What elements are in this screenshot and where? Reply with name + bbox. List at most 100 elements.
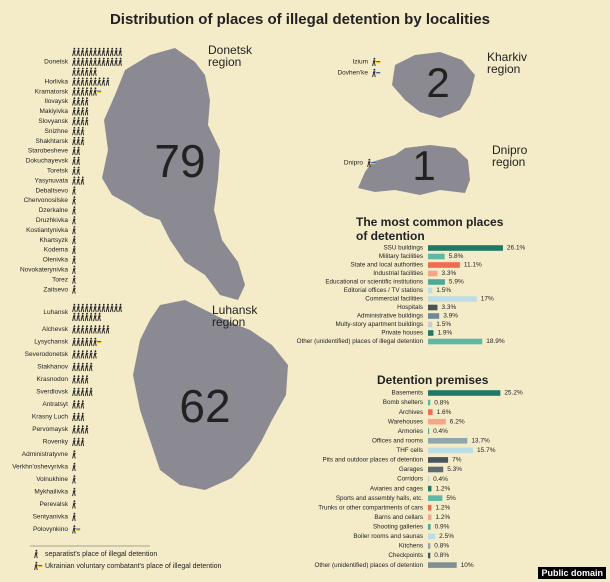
icon-body bbox=[80, 377, 85, 384]
separatist-icons bbox=[72, 47, 122, 76]
icon-body bbox=[84, 427, 89, 434]
icon-body bbox=[101, 49, 106, 57]
locality-name: Yasynuvata bbox=[35, 177, 69, 184]
bar bbox=[428, 296, 477, 302]
icon-body bbox=[109, 305, 114, 313]
icon-head bbox=[86, 375, 88, 378]
icon-body bbox=[72, 527, 76, 534]
icon-body bbox=[88, 49, 93, 57]
icon-head bbox=[77, 47, 80, 50]
icon-body bbox=[88, 305, 93, 313]
icon-body bbox=[72, 178, 76, 185]
icon-body bbox=[80, 119, 85, 126]
bar-label: Offices and rooms bbox=[372, 437, 423, 444]
value-label: 1.9% bbox=[437, 330, 452, 337]
icon-head bbox=[73, 500, 76, 503]
icon-body bbox=[76, 305, 80, 313]
icon-body bbox=[84, 314, 89, 322]
icon-head bbox=[35, 549, 38, 552]
icon-head bbox=[111, 47, 114, 50]
icon-body bbox=[93, 339, 97, 347]
bar bbox=[428, 485, 432, 492]
icon-head bbox=[77, 375, 80, 378]
icon-body bbox=[72, 99, 76, 106]
separatist-icons bbox=[72, 500, 76, 509]
value-label: 1.2% bbox=[435, 485, 450, 492]
bar bbox=[428, 330, 434, 336]
value-label: 0.8% bbox=[434, 552, 449, 559]
icon-head bbox=[119, 57, 122, 60]
icon-head bbox=[107, 57, 109, 60]
bar-label: THF cells bbox=[396, 447, 423, 454]
icon-head bbox=[86, 425, 88, 428]
icon-body bbox=[72, 305, 76, 313]
icon-head bbox=[73, 337, 76, 340]
bar-label: Pits and outdoor places of detention bbox=[323, 457, 424, 464]
icon-body bbox=[80, 339, 85, 347]
icon-head bbox=[77, 156, 80, 159]
icon-body bbox=[76, 414, 80, 422]
bar-label: Administrative buildings bbox=[357, 313, 423, 320]
icon-body bbox=[76, 79, 80, 86]
icon-head bbox=[102, 47, 105, 50]
bar-label: Boiler rooms and saunas bbox=[353, 533, 423, 540]
icon-body bbox=[72, 314, 76, 322]
separatist-icons bbox=[72, 206, 76, 215]
value-label: 5.3% bbox=[447, 466, 462, 473]
icon-head bbox=[94, 77, 97, 80]
bar bbox=[428, 524, 431, 530]
icon-head bbox=[73, 437, 76, 440]
icon-body bbox=[114, 305, 118, 313]
icon-head bbox=[81, 57, 84, 60]
icon-head bbox=[77, 337, 80, 340]
value-label: 0.8% bbox=[434, 543, 449, 550]
locality-name: Perevalsk bbox=[39, 501, 68, 508]
separatist-icons bbox=[72, 226, 76, 235]
bar bbox=[428, 495, 443, 501]
icon-head bbox=[77, 425, 80, 428]
locality-name: Krasny Luch bbox=[32, 414, 69, 421]
icon-body bbox=[72, 168, 76, 175]
bar bbox=[428, 304, 438, 311]
locality-name: Snizhne bbox=[45, 128, 69, 135]
bar-label: Basements bbox=[392, 390, 424, 397]
icon-head bbox=[107, 303, 109, 306]
locality-name: Shakhtarsk bbox=[35, 138, 68, 145]
bar bbox=[428, 390, 501, 396]
icon-body bbox=[76, 168, 80, 175]
locality-name: Severodonetsk bbox=[25, 351, 69, 358]
icon-body bbox=[76, 49, 80, 57]
icon-head bbox=[73, 475, 76, 478]
dnipro-map bbox=[358, 145, 470, 195]
icon-head bbox=[73, 265, 76, 268]
locality-name: Stakhanov bbox=[37, 364, 68, 371]
icon-body bbox=[80, 389, 85, 397]
locality-name: Zaitsevo bbox=[43, 286, 68, 293]
icon-head bbox=[86, 350, 88, 353]
region-name-text: Kharkiv region bbox=[487, 50, 528, 76]
bar-label: Corridors bbox=[397, 476, 423, 483]
icon-head bbox=[98, 47, 101, 50]
value-label: 13.7% bbox=[471, 438, 490, 445]
flag-yellow bbox=[376, 73, 381, 75]
icon-head bbox=[77, 303, 80, 306]
icon-body bbox=[105, 305, 110, 313]
icon-body bbox=[97, 79, 101, 86]
icon-head bbox=[77, 176, 80, 179]
ukrainian-icons bbox=[367, 158, 376, 168]
separatist-icons bbox=[72, 216, 76, 225]
bar-label: Private houses bbox=[381, 330, 423, 337]
icon-head bbox=[90, 325, 93, 328]
value-label: 5.8% bbox=[449, 253, 464, 260]
icon-head bbox=[102, 77, 105, 80]
value-label: 11.1% bbox=[464, 262, 482, 269]
icon-body bbox=[72, 489, 76, 497]
icon-body bbox=[93, 352, 97, 359]
donetsk-map bbox=[102, 48, 245, 300]
locality-name: Donetsk bbox=[44, 59, 69, 66]
icon-body bbox=[84, 49, 89, 57]
icon-body bbox=[76, 352, 80, 359]
icon-body bbox=[97, 314, 101, 322]
icon-head bbox=[73, 312, 76, 315]
separatist-icons bbox=[72, 303, 122, 322]
